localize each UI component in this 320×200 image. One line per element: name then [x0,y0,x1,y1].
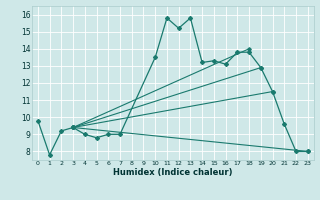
X-axis label: Humidex (Indice chaleur): Humidex (Indice chaleur) [113,168,233,177]
